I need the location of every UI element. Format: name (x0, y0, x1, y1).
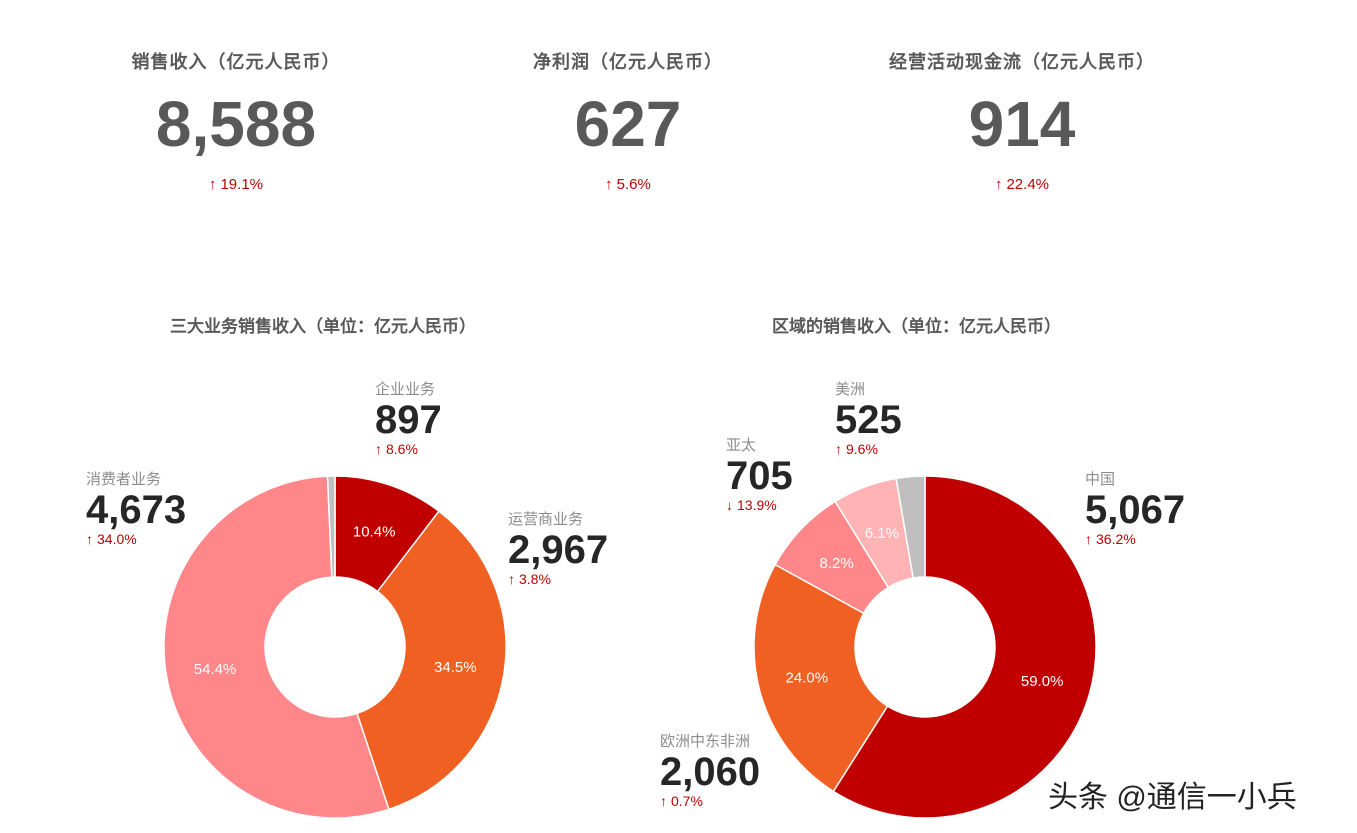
segment-value: 705 (726, 454, 793, 498)
chart-title-business: 三大业务销售收入（单位：亿元人民币） (170, 317, 476, 336)
segment-value: 4,673 (86, 488, 187, 532)
kpi-value: 627 (574, 88, 682, 160)
kpi-value: 914 (968, 88, 1076, 160)
segment-change: ↑ 3.8% (508, 571, 551, 587)
donut-segment (895, 475, 926, 579)
arrow-up-icon: ↑ (994, 176, 1003, 193)
segment-value: 897 (375, 398, 442, 442)
label-americas: 美洲 525 ↑ 9.6% (835, 378, 902, 457)
segment-percent-label: 59.0% (1021, 673, 1064, 690)
donut-segment (832, 475, 1097, 819)
segment-percent-label: 54.4% (194, 661, 237, 678)
arrow-up-icon: ↑ (86, 531, 93, 547)
arrow-down-icon: ↓ (726, 497, 733, 513)
kpi-title: 经营活动现金流（亿元人民币） (889, 52, 1155, 72)
segment-change: ↑ 36.2% (1085, 531, 1136, 547)
segment-change: ↑ 34.0% (86, 531, 137, 547)
segment-name: 欧洲中东非洲 (660, 733, 751, 750)
arrow-up-icon: ↑ (605, 176, 613, 193)
segment-change: ↑ 8.6% (375, 441, 418, 457)
kpi-value: 8,588 (155, 88, 317, 160)
kpi-title: 净利润（亿元人民币） (533, 52, 723, 72)
segment-name: 中国 (1085, 471, 1116, 488)
segment-name: 运营商业务 (508, 511, 584, 528)
segment-name: 亚太 (726, 437, 757, 454)
label-emea: 欧洲中东非洲 2,060 ↑ 0.7% (660, 730, 760, 809)
segment-value: 2,967 (508, 528, 609, 572)
segment-change: ↑ 9.6% (835, 441, 878, 457)
segment-value: 525 (835, 398, 902, 442)
segment-change: ↑ 0.7% (660, 793, 703, 809)
kpi-net-profit: 净利润（亿元人民币） 627 ↑ 5.6% (478, 48, 778, 193)
donut-segment (326, 475, 336, 578)
arrow-up-icon: ↑ (1085, 531, 1092, 547)
segment-percent-label: 8.2% (819, 555, 853, 572)
label-enterprise: 企业业务 897 ↑ 8.6% (375, 378, 442, 457)
kpi-change: ↑ 5.6% (605, 176, 651, 193)
kpi-change: ↑ 19.1% (208, 176, 264, 193)
segment-name: 消费者业务 (86, 471, 162, 488)
kpi-cash-flow: 经营活动现金流（亿元人民币） 914 ↑ 22.4% (872, 48, 1172, 193)
kpi-change: ↑ 22.4% (994, 176, 1050, 193)
kpi-title: 销售收入（亿元人民币） (131, 52, 341, 72)
donut-segment (163, 475, 390, 819)
segment-percent-label: 34.5% (434, 659, 477, 676)
segment-percent-label: 10.4% (353, 523, 396, 540)
arrow-up-icon: ↑ (208, 176, 217, 193)
arrow-up-icon: ↑ (835, 441, 842, 457)
watermark: 头条 @通信一小兵 (1048, 781, 1297, 814)
kpi-sales: 销售收入（亿元人民币） 8,588 ↑ 19.1% (86, 48, 386, 193)
label-apac: 亚太 705 ↓ 13.9% (726, 434, 793, 513)
segment-value: 2,060 (660, 750, 761, 794)
arrow-up-icon: ↑ (375, 441, 382, 457)
segment-percent-label: 6.1% (865, 525, 899, 542)
arrow-up-icon: ↑ (660, 793, 667, 809)
label-china: 中国 5,067 ↑ 36.2% (1085, 468, 1185, 547)
arrow-up-icon: ↑ (508, 571, 515, 587)
chart-title-region: 区域的销售收入（单位：亿元人民币） (772, 317, 1061, 336)
label-carrier: 运营商业务 2,967 ↑ 3.8% (508, 508, 608, 587)
segment-name: 企业业务 (375, 381, 436, 398)
segment-change: ↓ 13.9% (726, 497, 777, 513)
label-consumer: 消费者业务 4,673 ↑ 34.0% (86, 468, 186, 547)
donut-segment (753, 563, 889, 793)
donut-segment (356, 510, 507, 811)
segment-percent-label: 24.0% (786, 669, 829, 686)
segment-value: 5,067 (1085, 488, 1186, 532)
segment-name: 美洲 (835, 381, 866, 398)
